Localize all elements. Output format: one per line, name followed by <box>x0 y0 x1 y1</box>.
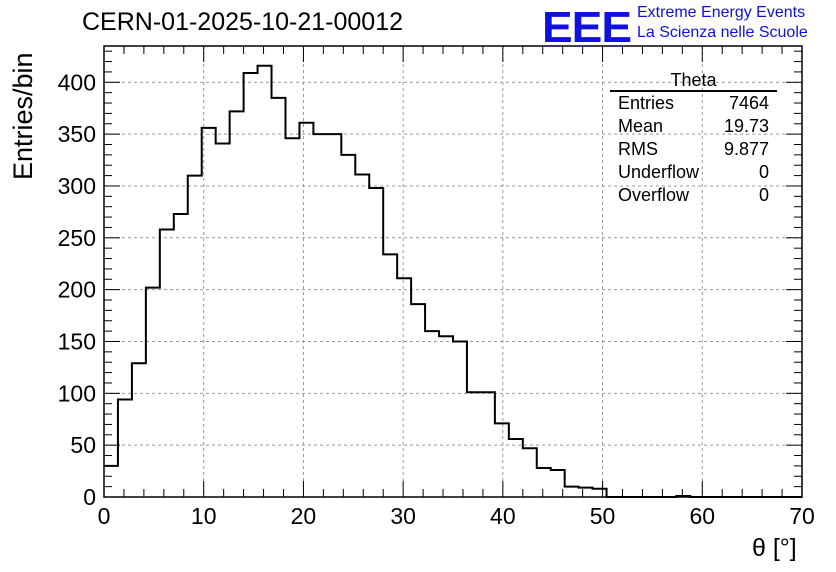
stats-label: Mean <box>618 116 664 136</box>
stats-label: Entries <box>618 93 675 113</box>
x-tick-label: 50 <box>590 503 616 529</box>
stats-row-mean: Mean 19.73 <box>610 115 777 138</box>
stats-box: Theta Entries 7464 Mean 19.73 RMS 9.877 … <box>610 70 777 207</box>
stats-value: 0 <box>758 185 769 205</box>
y-tick-label: 150 <box>58 328 96 354</box>
stats-box-title: Theta <box>610 70 777 92</box>
y-tick-label: 50 <box>70 432 96 458</box>
project-name: Extreme Energy Events <box>637 4 806 21</box>
y-tick-label: 200 <box>58 277 96 303</box>
stats-row-entries: Entries 7464 <box>610 92 777 115</box>
histogram-line <box>104 64 802 498</box>
stats-label: Overflow <box>618 185 690 205</box>
y-axis-label: Entries/bin <box>8 52 38 180</box>
x-tick-label: 40 <box>490 503 516 529</box>
eee-logo: EEE <box>542 2 632 52</box>
tick-labels: 0 10 20 30 40 50 60 70 0 50 100 150 200 250 300 350 400 <box>58 69 815 529</box>
stats-label: Underflow <box>618 162 700 182</box>
y-tick-label: 100 <box>58 380 96 406</box>
stats-row-rms: RMS 9.877 <box>610 138 777 161</box>
x-tick-label: 20 <box>291 503 317 529</box>
stats-label: RMS <box>618 139 658 159</box>
y-tick-label: 400 <box>58 69 96 95</box>
x-tick-label: 30 <box>390 503 416 529</box>
x-tick-label: 10 <box>191 503 217 529</box>
x-tick-label: 0 <box>98 503 111 529</box>
stats-row-overflow: Overflow 0 <box>610 184 777 207</box>
stats-row-underflow: Underflow 0 <box>610 161 777 184</box>
plot-frame <box>103 45 803 498</box>
stats-value: 9.877 <box>723 139 769 159</box>
x-tick-label: 60 <box>689 503 715 529</box>
axis-ticks <box>103 46 803 498</box>
grid-lines <box>104 46 802 497</box>
stats-value: 7464 <box>728 93 769 113</box>
stats-value: 19.73 <box>723 116 769 136</box>
x-tick-label: 70 <box>789 503 815 529</box>
plot-border <box>103 45 803 498</box>
chart-title: CERN-01-2025-10-21-00012 <box>82 8 404 36</box>
stats-value: 0 <box>758 162 769 182</box>
project-subtitle: La Scienza nelle Scuole <box>637 24 808 41</box>
y-tick-label: 350 <box>58 121 96 147</box>
y-tick-label: 300 <box>58 173 96 199</box>
x-axis-label: θ [°] <box>752 534 797 562</box>
y-tick-label: 0 <box>83 484 96 510</box>
y-tick-label: 250 <box>58 225 96 251</box>
